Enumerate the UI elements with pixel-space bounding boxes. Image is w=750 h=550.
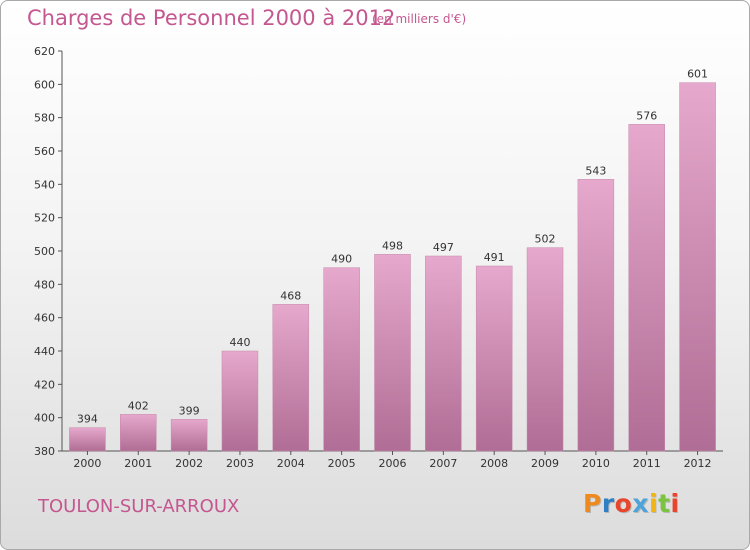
x-tick-label: 2001 xyxy=(124,457,152,470)
bar xyxy=(374,254,411,452)
y-tick-label: 520 xyxy=(34,212,55,225)
bar xyxy=(120,414,157,452)
y-tick-label: 460 xyxy=(34,312,55,325)
x-tick-label: 2009 xyxy=(531,457,559,470)
bar xyxy=(69,427,106,452)
y-tick-label: 620 xyxy=(34,45,55,58)
bar-value-label: 502 xyxy=(535,233,556,246)
y-tick-label: 400 xyxy=(34,412,55,425)
bar xyxy=(526,247,564,452)
bar xyxy=(679,82,716,452)
bar xyxy=(425,255,462,452)
bar-value-label: 440 xyxy=(229,336,250,349)
x-tick-label: 2011 xyxy=(633,457,661,470)
bar-value-label: 402 xyxy=(128,399,149,412)
y-tick-label: 600 xyxy=(34,78,55,91)
x-tick-label: 2002 xyxy=(175,457,203,470)
bar-value-label: 394 xyxy=(77,413,98,426)
x-tick-label: 2004 xyxy=(277,457,305,470)
x-tick-label: 2012 xyxy=(684,457,712,470)
y-tick-label: 500 xyxy=(34,245,55,258)
bar xyxy=(272,304,310,452)
x-tick-label: 2008 xyxy=(480,457,508,470)
bar-value-label: 490 xyxy=(331,253,352,266)
bar-value-label: 498 xyxy=(382,239,403,252)
y-tick-label: 580 xyxy=(34,112,55,125)
x-tick-label: 2005 xyxy=(328,457,356,470)
bar-value-label: 601 xyxy=(687,68,708,81)
x-tick-label: 2007 xyxy=(429,457,457,470)
bar xyxy=(577,179,615,452)
x-tick-label: 2000 xyxy=(73,457,101,470)
chart-title: Charges de Personnel 2000 à 2012 xyxy=(27,6,396,30)
town-name: TOULON-SUR-ARROUX xyxy=(38,496,240,517)
y-tick-label: 540 xyxy=(34,178,55,191)
bar xyxy=(323,267,360,452)
bar-value-label: 399 xyxy=(179,404,200,417)
y-tick-label: 420 xyxy=(34,378,55,391)
bar-value-label: 497 xyxy=(433,241,454,254)
bar-value-label: 543 xyxy=(585,164,606,177)
x-tick-label: 2010 xyxy=(582,457,610,470)
proxiti-logo[interactable]: Proxiti xyxy=(583,489,680,518)
bar-value-label: 491 xyxy=(484,251,505,264)
y-tick-label: 440 xyxy=(34,345,55,358)
bar xyxy=(221,350,259,452)
bar xyxy=(475,265,513,452)
x-tick-label: 2006 xyxy=(379,457,407,470)
bar xyxy=(628,124,665,452)
chart-subtitle: (en milliers d'€) xyxy=(372,12,467,26)
bar-value-label: 576 xyxy=(636,109,657,122)
y-tick-label: 380 xyxy=(34,445,55,458)
bar-value-label: 468 xyxy=(280,289,301,302)
x-tick-label: 2003 xyxy=(226,457,254,470)
y-tick-label: 560 xyxy=(34,145,55,158)
bar xyxy=(170,419,208,452)
y-tick-label: 480 xyxy=(34,278,55,291)
